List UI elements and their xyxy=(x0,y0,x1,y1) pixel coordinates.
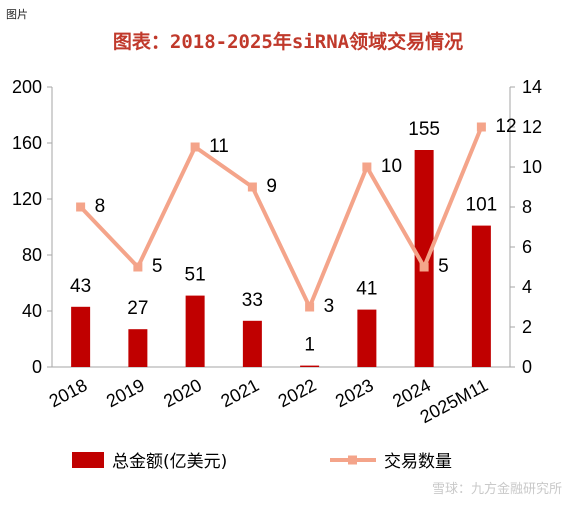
bar-value-label: 27 xyxy=(127,298,148,319)
line-value-label: 9 xyxy=(266,176,277,197)
line-series xyxy=(76,122,486,312)
right-tick-label: 12 xyxy=(522,117,542,137)
x-tick-label: 2021 xyxy=(218,375,263,411)
line-point xyxy=(76,202,86,212)
line-value-label: 3 xyxy=(324,296,335,317)
line-point xyxy=(305,302,315,312)
bar-value-label: 101 xyxy=(466,195,498,216)
bar xyxy=(71,306,91,367)
x-tick-label: 2023 xyxy=(332,375,377,411)
line-point xyxy=(133,262,143,272)
line-point xyxy=(362,162,372,172)
bar-value-label: 1 xyxy=(304,335,315,356)
legend-line-label: 交易数量 xyxy=(384,452,452,472)
bar-value-label: 51 xyxy=(185,265,206,286)
bar-value-label: 33 xyxy=(242,290,263,311)
watermark: 雪球：九方金融研究所 xyxy=(431,482,562,497)
line-value-label: 8 xyxy=(95,196,106,217)
bar-series xyxy=(71,150,491,367)
legend-line-marker xyxy=(348,455,357,465)
bar-value-label: 155 xyxy=(408,119,440,140)
line-value-label: 10 xyxy=(381,156,402,177)
left-tick-label: 40 xyxy=(22,301,42,321)
line-point xyxy=(190,142,200,152)
chart-title: 图表：2018-2025年siRNA领域交易情况 xyxy=(112,31,464,53)
bar xyxy=(185,295,205,367)
right-tick-label: 10 xyxy=(522,157,542,177)
left-tick-label: 160 xyxy=(12,133,42,153)
right-tick-label: 6 xyxy=(522,237,532,257)
bar xyxy=(242,320,262,367)
bar xyxy=(300,365,320,367)
left-tick-label: 120 xyxy=(12,189,42,209)
line-point xyxy=(476,122,486,132)
line-value-label: 5 xyxy=(438,256,449,277)
right-tick-label: 4 xyxy=(522,277,532,297)
data-labels: 43 27 51 33 1 41 155 101 8 5 11 9 3 10 5 12 xyxy=(70,116,516,356)
line-value-label: 11 xyxy=(209,136,229,157)
line-path xyxy=(79,126,484,309)
right-tick-label: 2 xyxy=(522,317,532,337)
line-value-label: 5 xyxy=(152,256,163,277)
x-tick-label: 2022 xyxy=(275,375,320,411)
right-tick-label: 0 xyxy=(522,357,532,377)
bar xyxy=(471,225,491,367)
axes: 0 40 80 120 160 200 0 2 4 6 8 10 12 14 2018 2019 2020 202… xyxy=(12,77,542,427)
x-tick-label: 2018 xyxy=(46,375,91,411)
legend-bar-swatch xyxy=(72,452,104,468)
legend: 总金额(亿美元) 交易数量 xyxy=(72,452,452,472)
right-tick-label: 8 xyxy=(522,197,532,217)
left-tick-label: 80 xyxy=(22,245,42,265)
bar xyxy=(128,329,148,367)
bar-value-label: 41 xyxy=(356,279,377,300)
image-tag: 图片 xyxy=(6,8,28,21)
line-point xyxy=(419,262,429,272)
line-point xyxy=(247,182,257,192)
left-tick-label: 200 xyxy=(12,77,42,97)
legend-bar-label: 总金额(亿美元) xyxy=(112,452,227,472)
line-value-label: 12 xyxy=(495,116,516,137)
right-tick-label: 14 xyxy=(522,77,542,97)
bar-value-label: 43 xyxy=(70,276,91,297)
bar xyxy=(414,150,434,367)
bar xyxy=(357,309,377,367)
x-tick-label: 2020 xyxy=(160,375,205,411)
x-tick-label: 2019 xyxy=(103,375,148,411)
left-tick-label: 0 xyxy=(32,357,42,377)
